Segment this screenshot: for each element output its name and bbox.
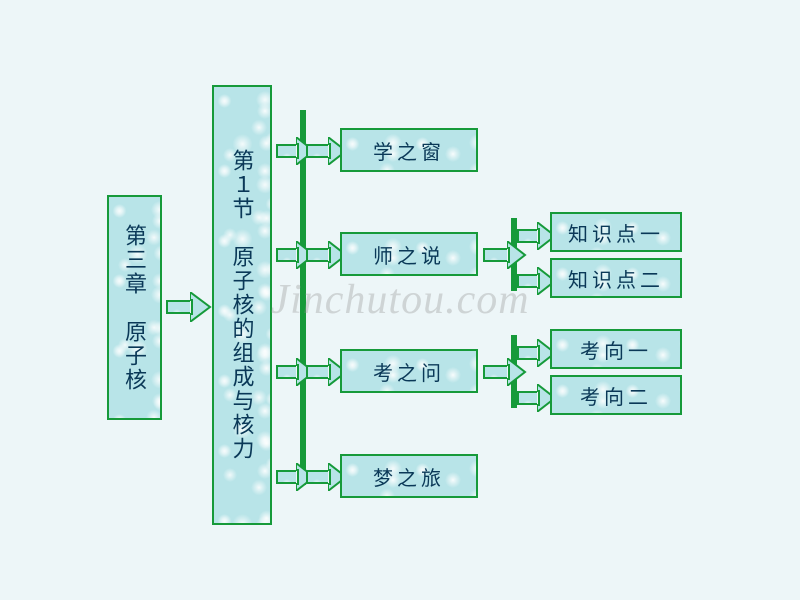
level2-node: 第１节 原子核的组成与核力 bbox=[212, 85, 272, 525]
level3-node-2: 考之问 bbox=[340, 349, 478, 393]
arrow-l1-l2 bbox=[166, 298, 212, 316]
level4-kz-node-0: 考向一 bbox=[550, 329, 682, 369]
level3-node-0: 学之窗 bbox=[340, 128, 478, 172]
watermark: Jinchutou.com bbox=[270, 276, 529, 324]
arrow-sz-0 bbox=[483, 246, 527, 264]
level3-node-1: 师之说 bbox=[340, 232, 478, 276]
connector-bar-l2 bbox=[300, 110, 306, 485]
level3-node-3: 梦之旅 bbox=[340, 454, 478, 498]
level4-kz-node-1: 考向二 bbox=[550, 375, 682, 415]
level4-sz-node-1: 知识点二 bbox=[550, 258, 682, 298]
level4-sz-node-0: 知识点一 bbox=[550, 212, 682, 252]
arrow-kz-0 bbox=[483, 363, 527, 381]
level1-node: 第三章 原子核 bbox=[107, 195, 162, 420]
